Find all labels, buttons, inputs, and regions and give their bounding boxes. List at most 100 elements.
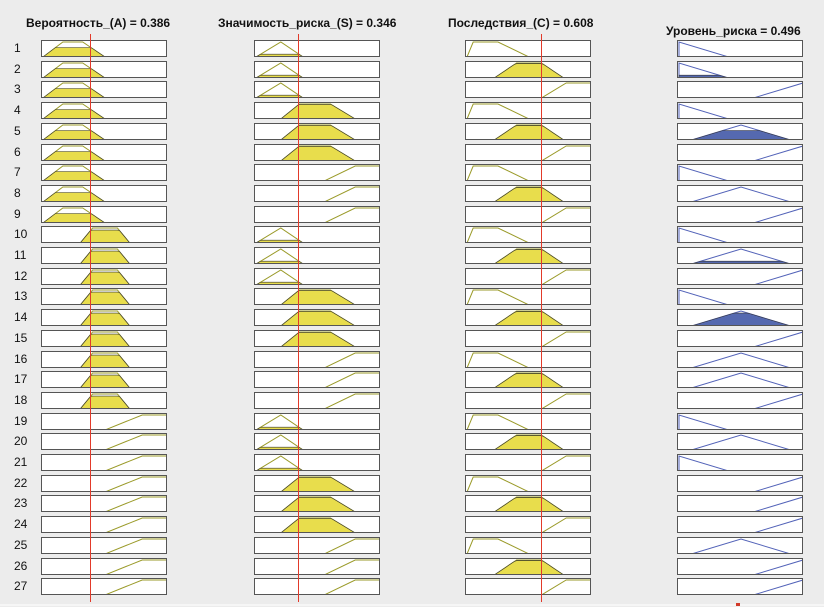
rule-cell-probability[interactable]: [41, 454, 167, 471]
rule-cell-risk-significance[interactable]: [254, 454, 380, 471]
rule-cell-risk-significance[interactable]: [254, 351, 380, 368]
rule-cell-risk-level[interactable]: [677, 164, 803, 181]
rule-cell-consequences[interactable]: [465, 495, 591, 512]
rule-cell-probability[interactable]: [41, 288, 167, 305]
rule-cell-risk-significance[interactable]: [254, 475, 380, 492]
rule-cell-probability[interactable]: [41, 144, 167, 161]
rule-cell-risk-level[interactable]: [677, 558, 803, 575]
rule-cell-consequences[interactable]: [465, 309, 591, 326]
rule-cell-probability[interactable]: [41, 309, 167, 326]
rule-cell-probability[interactable]: [41, 61, 167, 78]
rule-cell-risk-level[interactable]: [677, 206, 803, 223]
rule-cell-consequences[interactable]: [465, 123, 591, 140]
rule-cell-risk-level[interactable]: [677, 309, 803, 326]
rule-cell-risk-level[interactable]: [677, 433, 803, 450]
rule-cell-probability[interactable]: [41, 516, 167, 533]
rule-cell-risk-significance[interactable]: [254, 330, 380, 347]
rule-cell-risk-level[interactable]: [677, 226, 803, 243]
rule-cell-risk-level[interactable]: [677, 392, 803, 409]
rule-cell-consequences[interactable]: [465, 40, 591, 57]
rule-cell-risk-significance[interactable]: [254, 102, 380, 119]
rule-cell-consequences[interactable]: [465, 351, 591, 368]
input-value-line[interactable]: [541, 34, 542, 602]
rule-cell-probability[interactable]: [41, 247, 167, 264]
rule-cell-risk-level[interactable]: [677, 330, 803, 347]
rule-cell-probability[interactable]: [41, 164, 167, 181]
rule-cell-risk-significance[interactable]: [254, 433, 380, 450]
rule-cell-risk-significance[interactable]: [254, 144, 380, 161]
rule-cell-consequences[interactable]: [465, 475, 591, 492]
rule-cell-risk-significance[interactable]: [254, 123, 380, 140]
rule-cell-probability[interactable]: [41, 268, 167, 285]
rule-cell-risk-significance[interactable]: [254, 206, 380, 223]
rule-cell-probability[interactable]: [41, 81, 167, 98]
rule-cell-risk-level[interactable]: [677, 123, 803, 140]
rule-cell-risk-significance[interactable]: [254, 371, 380, 388]
rule-cell-probability[interactable]: [41, 413, 167, 430]
rule-cell-consequences[interactable]: [465, 516, 591, 533]
rule-cell-risk-significance[interactable]: [254, 268, 380, 285]
rule-cell-probability[interactable]: [41, 475, 167, 492]
rule-cell-probability[interactable]: [41, 351, 167, 368]
input-value-line[interactable]: [90, 34, 91, 602]
rule-cell-consequences[interactable]: [465, 81, 591, 98]
rule-cell-consequences[interactable]: [465, 578, 591, 595]
rule-cell-probability[interactable]: [41, 558, 167, 575]
rule-cell-consequences[interactable]: [465, 61, 591, 78]
rule-cell-probability[interactable]: [41, 123, 167, 140]
rule-cell-consequences[interactable]: [465, 288, 591, 305]
rule-cell-consequences[interactable]: [465, 206, 591, 223]
rule-cell-risk-significance[interactable]: [254, 413, 380, 430]
rule-cell-risk-significance[interactable]: [254, 516, 380, 533]
rule-cell-probability[interactable]: [41, 433, 167, 450]
rule-cell-probability[interactable]: [41, 206, 167, 223]
rule-cell-risk-level[interactable]: [677, 495, 803, 512]
rule-cell-risk-level[interactable]: [677, 475, 803, 492]
rule-cell-consequences[interactable]: [465, 413, 591, 430]
rule-cell-risk-significance[interactable]: [254, 185, 380, 202]
rule-cell-consequences[interactable]: [465, 144, 591, 161]
rule-cell-consequences[interactable]: [465, 102, 591, 119]
rule-cell-consequences[interactable]: [465, 185, 591, 202]
rule-cell-risk-significance[interactable]: [254, 288, 380, 305]
rule-cell-consequences[interactable]: [465, 330, 591, 347]
rule-cell-probability[interactable]: [41, 578, 167, 595]
rule-cell-consequences[interactable]: [465, 454, 591, 471]
rule-cell-risk-significance[interactable]: [254, 164, 380, 181]
rule-cell-risk-level[interactable]: [677, 40, 803, 57]
rule-cell-risk-level[interactable]: [677, 144, 803, 161]
rule-cell-risk-level[interactable]: [677, 371, 803, 388]
rule-cell-risk-significance[interactable]: [254, 226, 380, 243]
rule-cell-consequences[interactable]: [465, 433, 591, 450]
rule-cell-consequences[interactable]: [465, 247, 591, 264]
rule-cell-consequences[interactable]: [465, 392, 591, 409]
rule-cell-risk-significance[interactable]: [254, 61, 380, 78]
rule-cell-risk-level[interactable]: [677, 268, 803, 285]
rule-cell-risk-significance[interactable]: [254, 392, 380, 409]
rule-cell-risk-level[interactable]: [677, 516, 803, 533]
rule-cell-risk-level[interactable]: [677, 351, 803, 368]
rule-cell-consequences[interactable]: [465, 268, 591, 285]
rule-cell-consequences[interactable]: [465, 371, 591, 388]
rule-cell-probability[interactable]: [41, 392, 167, 409]
rule-cell-risk-significance[interactable]: [254, 309, 380, 326]
rule-cell-risk-level[interactable]: [677, 102, 803, 119]
rule-cell-risk-level[interactable]: [677, 185, 803, 202]
rule-cell-consequences[interactable]: [465, 164, 591, 181]
rule-cell-risk-significance[interactable]: [254, 247, 380, 264]
input-value-line[interactable]: [298, 34, 299, 602]
rule-cell-probability[interactable]: [41, 330, 167, 347]
rule-cell-risk-level[interactable]: [677, 454, 803, 471]
rule-cell-probability[interactable]: [41, 495, 167, 512]
rule-cell-risk-level[interactable]: [677, 578, 803, 595]
rule-cell-probability[interactable]: [41, 537, 167, 554]
rule-cell-risk-significance[interactable]: [254, 81, 380, 98]
rule-cell-consequences[interactable]: [465, 558, 591, 575]
rule-cell-consequences[interactable]: [465, 226, 591, 243]
rule-cell-risk-level[interactable]: [677, 537, 803, 554]
rule-cell-risk-level[interactable]: [677, 247, 803, 264]
rule-cell-risk-level[interactable]: [677, 288, 803, 305]
rule-cell-risk-significance[interactable]: [254, 495, 380, 512]
rule-cell-probability[interactable]: [41, 40, 167, 57]
rule-cell-probability[interactable]: [41, 371, 167, 388]
